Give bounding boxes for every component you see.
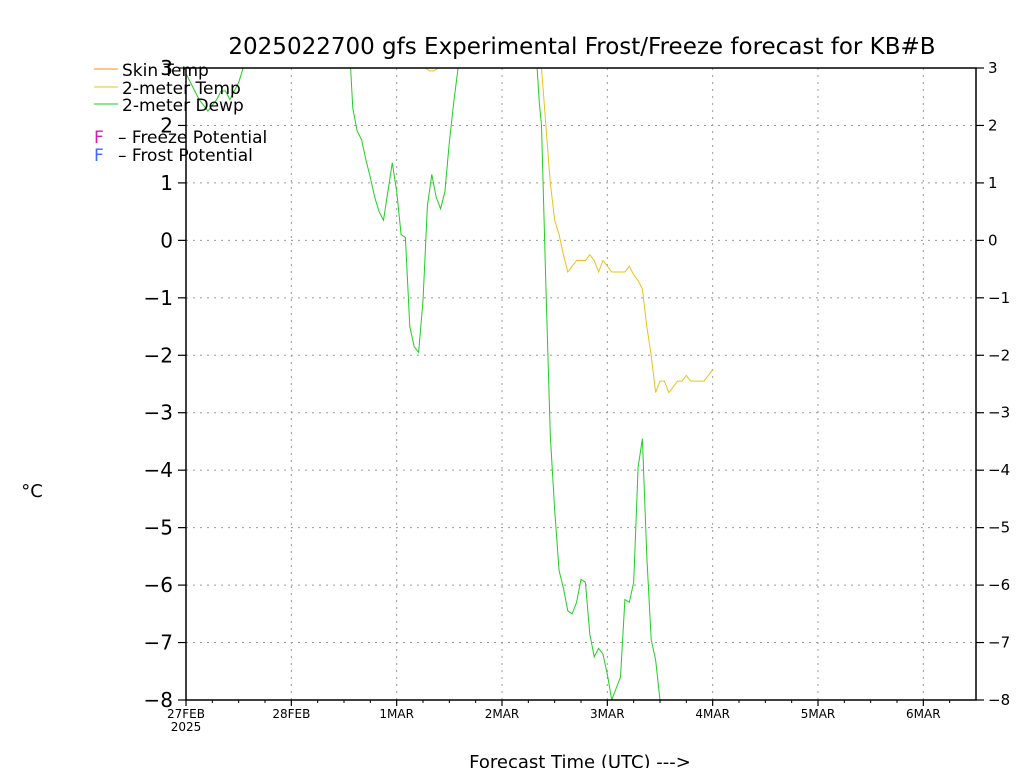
y-tick-label-left: 2 [160, 113, 173, 137]
chart-title: 2025022700 gfs Experimental Frost/Freeze… [228, 34, 935, 60]
legend-freeze-symbol: F [94, 128, 104, 148]
y-tick-label-left: 0 [160, 228, 173, 252]
y-tick-label-right: −4 [988, 461, 1010, 479]
x-tick-label: 6MAR [906, 707, 941, 721]
legend-label-skin-temp: Skin Temp [122, 61, 209, 81]
series-group [186, 68, 714, 700]
y-tick-label-right: −3 [988, 404, 1010, 422]
y-tick-label-left: −5 [144, 516, 173, 540]
x-axis-label: Forecast Time (UTC) ---> [469, 752, 691, 768]
y-tick-label-left: −3 [144, 401, 173, 425]
y-tick-label-left: 1 [160, 171, 173, 195]
axes: 3 3 2 2 1 1 0 0 −1 −1 −2 −2 −3 −3 −4 −4 −5 −5 −6 −6 −7 −7 −8 −8… [144, 56, 1011, 734]
y-tick-label-right: −5 [988, 519, 1010, 537]
x-tick-label: 28FEB [272, 707, 310, 721]
y-tick-label-right: 2 [988, 116, 998, 134]
y-tick-label-left: −7 [144, 631, 173, 655]
grid [186, 68, 976, 700]
x-tick-label: 27FEB [167, 707, 205, 721]
series-line-2-meter-temp [424, 68, 714, 394]
legend-label-2m-temp: 2-meter Temp [122, 79, 241, 99]
x-tick-label: 1MAR [379, 707, 414, 721]
y-tick-label-right: −8 [988, 691, 1010, 709]
legend-freeze-label: – Freeze Potential [118, 128, 267, 148]
y-tick-label-left: −6 [144, 573, 173, 597]
y-tick-label-right: −2 [988, 346, 1010, 364]
y-tick-label-right: −1 [988, 289, 1010, 307]
y-tick-label-right: −7 [988, 634, 1010, 652]
x-tick-label: 2MAR [485, 707, 520, 721]
legend: Skin Temp 2-meter Temp 2-meter Dewp F – … [94, 61, 267, 166]
x-tick-label: 3MAR [590, 707, 625, 721]
x-tick-label: 4MAR [695, 707, 730, 721]
y-tick-label-right: 0 [988, 231, 998, 249]
legend-frost-symbol: F [94, 146, 104, 166]
y-tick-label-left: 3 [160, 56, 173, 80]
legend-frost-label: – Frost Potential [118, 146, 253, 166]
y-tick-label-left: −8 [144, 688, 173, 712]
y-tick-label-right: −6 [988, 576, 1010, 594]
y-tick-label-left: −2 [144, 343, 173, 367]
y-tick-label-right: 1 [988, 174, 998, 192]
series-line-2-meter-dewp [186, 68, 674, 700]
y-tick-label-right: 3 [988, 59, 998, 77]
x-tick-label: 5MAR [801, 707, 836, 721]
x-tick-sublabel: 2025 [171, 720, 202, 734]
plot-area [186, 68, 976, 700]
y-tick-label-left: −1 [144, 286, 173, 310]
y-axis-label: °C [21, 481, 43, 502]
y-tick-label-left: −4 [144, 458, 173, 482]
legend-label-2m-dewp: 2-meter Dewp [122, 96, 244, 116]
